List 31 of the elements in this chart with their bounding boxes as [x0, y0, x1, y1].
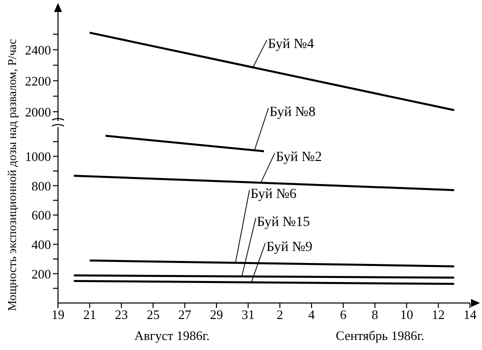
x-tick-label: 6 [340, 307, 347, 322]
y-tick-label: 1000 [25, 148, 51, 164]
text: Буй №6 [250, 187, 297, 202]
x-tick-label: 21 [83, 307, 96, 322]
x-tick-label: 29 [210, 307, 223, 322]
series-label: Буй №2 [276, 150, 322, 165]
x-tick-label: 4 [308, 307, 316, 322]
text: Август 1986г. [134, 328, 210, 343]
legend-label: Буй №4 [268, 37, 314, 52]
text: Сентябрь 1986г. [336, 328, 424, 343]
y-axis-title: Мощность экспозиционной дозы над развалом, Р/час [5, 39, 19, 311]
x-tick-label: 19 [52, 307, 64, 322]
text: Буй №8 [269, 105, 316, 120]
x-tick-label: 2 [276, 307, 284, 322]
y-tick-label: 2200 [25, 73, 51, 88]
y-tick-label: 2000 [25, 104, 51, 120]
y-tick-label: 2400 [25, 42, 51, 58]
y-tick-label: 600 [32, 208, 51, 223]
x-tick-label: 31 [242, 307, 255, 322]
x-tick-label: 12 [432, 307, 445, 322]
x-tick-label: 25 [146, 307, 160, 322]
text: Буй №15 [256, 215, 310, 230]
x-tick-label: 27 [178, 307, 192, 322]
x-tick-label: 8 [372, 307, 378, 322]
x-tick-label: 23 [114, 307, 128, 322]
x-tick-label: 10 [400, 307, 414, 322]
y-tick-label: 800 [32, 178, 51, 194]
series-label: Буй №9 [266, 240, 312, 255]
y-tick-label: 200 [32, 266, 51, 282]
y-tick-label: 400 [32, 236, 51, 252]
x-tick-label: 14 [464, 307, 477, 322]
